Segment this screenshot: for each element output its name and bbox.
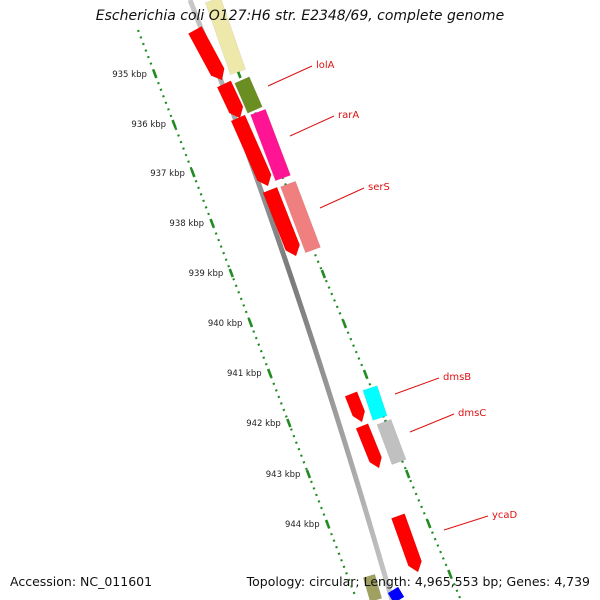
gene-leader-line bbox=[319, 187, 365, 209]
major-tick-mark bbox=[266, 368, 273, 378]
cds-feature bbox=[262, 186, 301, 257]
sers-feature bbox=[280, 180, 321, 254]
gene-leader-line bbox=[443, 515, 489, 531]
genome-title: Escherichia coli O127:H6 str. E2348/69, … bbox=[95, 8, 505, 24]
major-tick-mark bbox=[305, 469, 312, 479]
rara-feature bbox=[250, 108, 291, 182]
gene-label-sers: serS bbox=[368, 182, 390, 193]
tick-label: 936 kbp bbox=[131, 120, 166, 130]
tick-label: 937 kbp bbox=[150, 169, 185, 179]
outer-tick-mark bbox=[362, 369, 369, 379]
gene-label-lola: lolA bbox=[316, 60, 335, 71]
gene-leader-line bbox=[409, 413, 455, 433]
major-tick-mark bbox=[286, 418, 292, 428]
gene-label-rara: rarA bbox=[338, 110, 359, 121]
outer-tick-mark bbox=[404, 469, 411, 479]
gene-label-ycad: ycaD bbox=[492, 510, 518, 521]
cds-feature bbox=[344, 391, 366, 423]
major-tick-mark bbox=[209, 218, 215, 228]
lola-feature bbox=[234, 76, 263, 114]
feature-layer bbox=[187, 0, 422, 600]
outer-tick-mark bbox=[341, 319, 348, 329]
tick-label: 938 kbp bbox=[169, 219, 204, 229]
tick-label: 942 kbp bbox=[246, 419, 281, 429]
tick-label: 941 kbp bbox=[227, 369, 262, 379]
tick-label: 944 kbp bbox=[285, 520, 320, 530]
cds-feature bbox=[355, 423, 382, 469]
cds-feature bbox=[216, 80, 244, 119]
cds-feature bbox=[230, 114, 272, 187]
major-tick-mark bbox=[171, 119, 177, 129]
inner-tick-track bbox=[136, 29, 358, 599]
cds-feature bbox=[391, 513, 422, 573]
genome-backbone bbox=[187, 0, 395, 600]
tick-layer: 935 kbp 936 kbp 937 kbp 938 kbp 939 kbp 940 k… bbox=[112, 29, 462, 599]
major-tick-mark bbox=[190, 168, 196, 178]
outer-tick-mark bbox=[320, 269, 327, 279]
outer-tick-mark bbox=[426, 519, 432, 529]
gene-leader-line bbox=[289, 115, 335, 137]
tick-label: 935 kbp bbox=[112, 70, 147, 80]
cds-feature bbox=[362, 573, 383, 600]
gene-label-dmsc: dmsC bbox=[458, 408, 486, 419]
gene-leader-line bbox=[267, 65, 313, 87]
outer-tick-mark bbox=[447, 569, 453, 579]
dmsc-feature bbox=[376, 419, 407, 465]
gene-label-layer: lolA rarA serS dmsB dmsC ycaD bbox=[267, 60, 518, 531]
cds-feature-pale bbox=[205, 0, 246, 75]
cds-feature bbox=[187, 25, 225, 81]
gene-leader-line bbox=[394, 377, 440, 395]
major-tick-mark bbox=[247, 318, 254, 328]
tick-label: 939 kbp bbox=[189, 269, 224, 279]
major-tick-mark bbox=[228, 268, 234, 278]
tick-label: 943 kbp bbox=[266, 470, 301, 480]
genome-summary-text: Topology: circular; Length: 4,965,553 bp… bbox=[246, 574, 590, 589]
major-tick-mark bbox=[324, 519, 331, 529]
gene-label-dmsb: dmsB bbox=[443, 372, 471, 383]
major-tick-mark bbox=[152, 69, 158, 79]
dmsb-feature bbox=[362, 385, 388, 421]
tick-label: 940 kbp bbox=[208, 319, 243, 329]
accession-text: Accession: NC_011601 bbox=[10, 574, 153, 589]
